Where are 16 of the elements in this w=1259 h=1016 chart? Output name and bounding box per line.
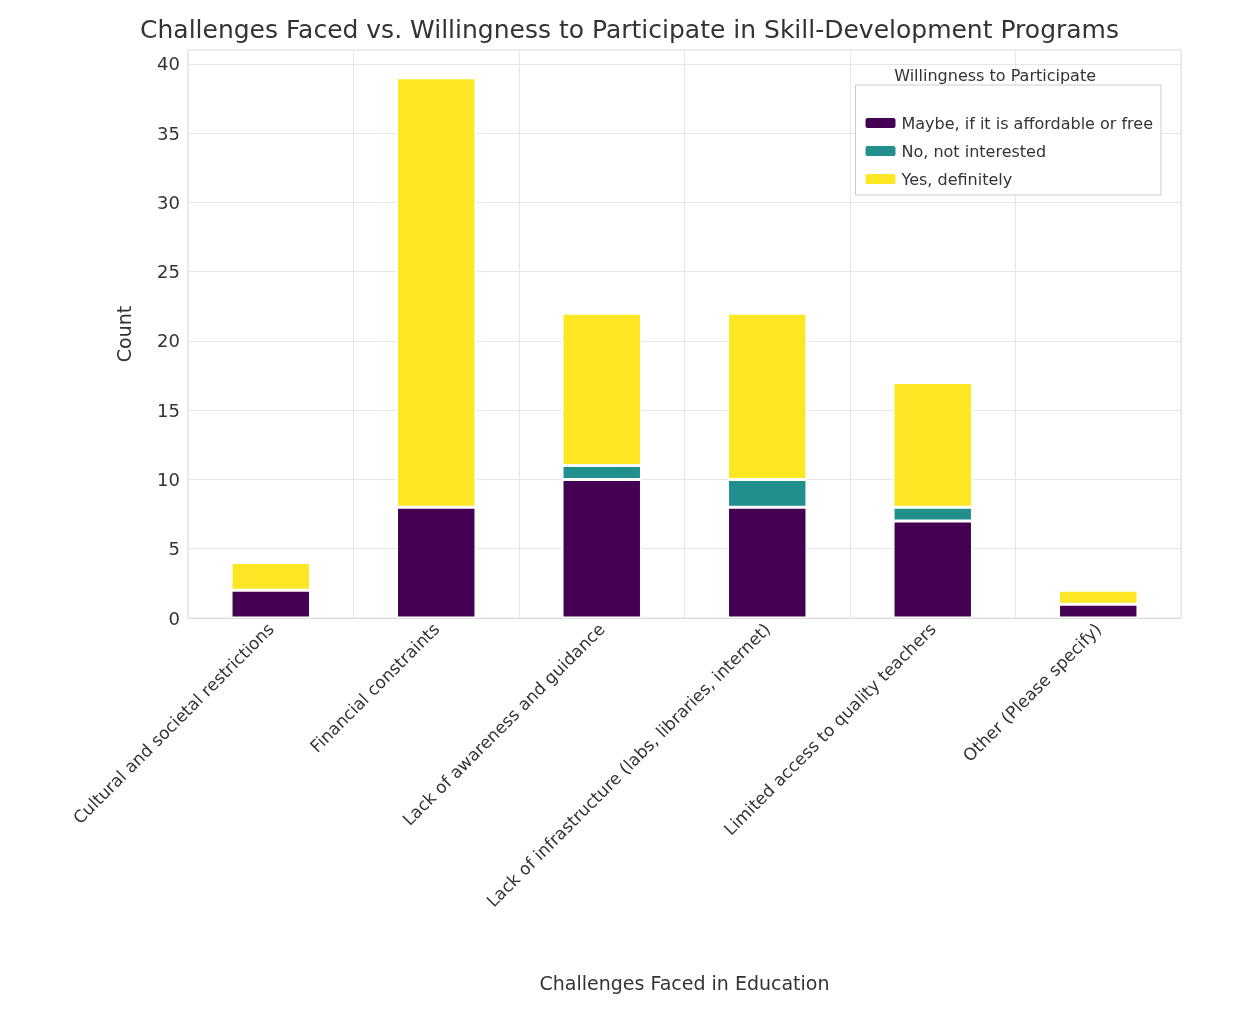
y-tick-label: 25 xyxy=(157,261,180,283)
y-tick-label: 35 xyxy=(157,122,180,144)
legend-title: Willingness to Participate xyxy=(894,65,1097,85)
legend-label: Yes, definitely xyxy=(900,169,1013,189)
y-tick-label: 30 xyxy=(157,191,180,213)
y-axis-title: Count xyxy=(112,305,135,363)
y-tick-label: 20 xyxy=(157,330,180,352)
y-tick-label: 40 xyxy=(157,53,180,75)
y-tick-label: 10 xyxy=(157,468,180,490)
y-tick-label: 0 xyxy=(168,607,180,629)
y-tick-label: 5 xyxy=(168,538,180,560)
legend-label: No, not interested xyxy=(901,141,1047,161)
chart-title: Challenges Faced vs. Willingness to Participate in Skill-Development Programs xyxy=(140,15,1119,44)
x-axis-title: Challenges Faced in Education xyxy=(539,971,830,994)
legend-label: Maybe, if it is affordable or free xyxy=(901,113,1154,133)
y-tick-label: 15 xyxy=(157,399,180,421)
